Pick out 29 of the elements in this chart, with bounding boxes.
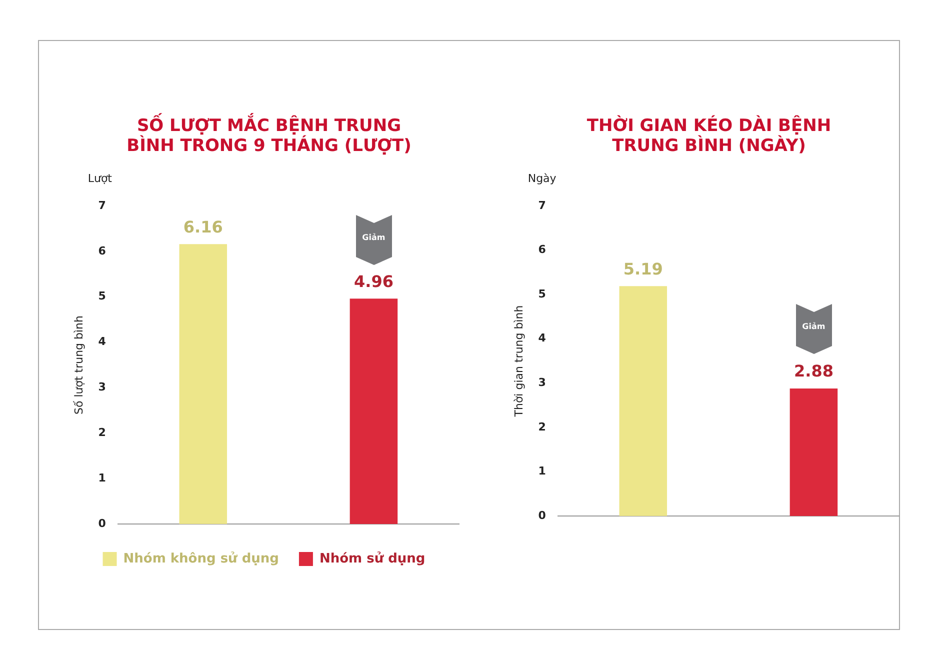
y-axis-title: Số lượt trung bình [72,315,86,415]
y-tick-label: 6 [538,243,546,256]
chart-title: THỜI GIAN KÉO DÀI BỆNH TRUNG BÌNH (NGÀY) [586,116,832,156]
y-tick-label: 0 [98,516,106,530]
data-label: 4.96 [354,272,394,291]
y-tick-label: 4 [538,332,546,345]
y-tick-label: 4 [98,335,106,348]
data-label: 6.16 [183,217,223,236]
y-tick-label: 2 [538,420,546,434]
y-tick-label: 1 [98,471,106,484]
y-tick-label: 1 [538,464,546,478]
y-tick-label: 3 [538,376,546,389]
legend-label: Nhóm sử dụng [319,551,426,566]
annotation: Giảm [801,322,826,332]
y-axis-title: Thời gian trung bình [512,305,526,418]
y-tick-label: 7 [538,198,546,212]
y-tick-label: 7 [98,198,106,212]
data-label: 2.88 [794,362,834,381]
y-tick-label: 6 [98,244,106,258]
text: Lượt [88,172,112,185]
y-tick-label: 5 [538,287,546,300]
annotation: Giảm [361,232,386,242]
y-tick-label: 2 [98,426,106,439]
text: Ngày [528,172,556,185]
data-label: 5.19 [623,259,663,278]
legend-label: Nhóm không sử dụng [123,551,279,566]
y-tick-label: 5 [98,290,106,303]
y-tick-label: 3 [98,380,106,394]
y-tick-label: 0 [538,508,546,522]
